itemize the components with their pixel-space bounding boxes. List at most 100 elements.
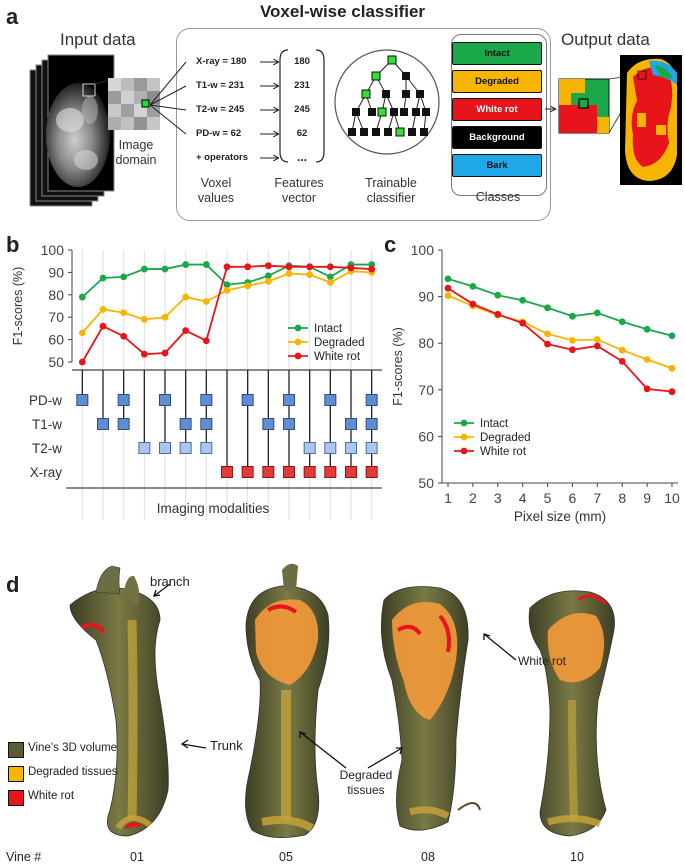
vector-value-t2w: 245 [294,104,310,115]
modality-cell-t1-w-15 [365,418,378,430]
class-degraded: Degraded [452,70,542,93]
chart-c-legend-marker-intact [460,419,468,427]
chart-b-point-white-rot-1 [78,358,86,366]
voxel-arrows [150,61,187,135]
chart-c-point-degraded-6 [569,337,576,344]
chart-b: 50 60 70 80 90 100 F1-scores (%) Intact Degraded… [11,242,382,520]
chart-b-point-degraded-4 [140,316,148,323]
decision-tree-icon [334,49,440,155]
feature-arrows [260,55,286,165]
chart-b-point-intact-13 [326,273,334,281]
chart-c-xtick-label-8: 8 [618,490,626,506]
modality-cell-x-ray-12 [303,466,316,478]
vine-id-10: 10 [570,850,584,864]
chart-b-point-degraded-6 [182,293,190,301]
chart-b-legend-marker-degraded [294,338,302,346]
modality-cell-t1-w-2 [97,418,109,430]
feature-t2w: T2-w = 245 [196,104,245,115]
chart-b-point-white-rot-13 [326,263,334,271]
modality-cell-pd-w-1 [76,394,89,406]
modality-cell-t2-w-14 [345,442,357,454]
chart-b-point-degraded-11 [285,270,293,277]
class-intact: Intact [452,42,542,65]
features-vector-bracket [279,49,325,163]
class-white-rot: White rot [452,98,542,121]
chart-b-point-intact-7 [202,261,210,268]
image-domain-label: Image domain [115,138,157,167]
modality-cell-x-ray-13 [324,466,337,478]
panel-d-letter: d [6,572,20,597]
chart-c-point-white-rot-1 [444,284,452,292]
legend-swatch-volume [8,742,24,758]
annotation-branch: branch [150,574,190,589]
chart-c-ytick-label-80: 80 [418,335,434,351]
output-image [545,55,682,185]
chart-b-legend-label-intact: Intact [314,323,343,335]
modality-cell-t2-w-13 [324,442,337,454]
chart-c-point-intact-10 [668,332,676,340]
modality-cell-t2-w-7 [200,442,213,454]
modality-cell-x-ray-10 [262,466,275,478]
feature-operators: + operators [196,152,249,163]
feature-t1w: T1-w = 231 [196,80,245,91]
chart-c-ytick-label-60: 60 [418,428,434,444]
input-image-stack [29,54,115,207]
chart-c-ylabel: F1-scores (%) [391,327,405,405]
chart-c-xtick-label-7: 7 [593,490,601,506]
chart-c-ytick-label-90: 90 [418,289,434,305]
chart-b-point-white-rot-8 [223,263,231,271]
chart-c-ytick-label-70: 70 [418,382,434,398]
modality-cell-t2-w-6 [179,442,192,454]
annotation-white-rot: White rot [518,654,567,668]
chart-c-point-intact-9 [643,325,651,333]
chart-b-xlabel: Imaging modalities [157,501,270,516]
chart-b-point-white-rot-6 [182,327,190,335]
chart-c-point-degraded-9 [643,356,651,363]
vine-08 [380,586,481,831]
chart-b-point-degraded-5 [161,313,169,321]
modality-label-pd-w: PD-w [29,393,62,408]
chart-b-point-intact-5 [161,265,169,273]
vine-id-05: 05 [279,850,293,864]
chart-b-point-degraded-7 [202,298,210,305]
chart-b-point-white-rot-10 [264,262,272,270]
chart-c-point-intact-8 [618,318,626,326]
chart-b-point-degraded-10 [264,277,272,285]
chart-b-point-intact-2 [99,274,107,282]
chart-c-point-intact-7 [593,309,601,317]
vector-value-t1w: 231 [294,80,310,91]
feature-pdw: PD-w = 62 [196,128,242,139]
chart-b-point-degraded-12 [306,271,314,279]
vines-3d-render [69,563,615,838]
legend-swatch-white-rot [8,790,24,806]
chart-b-point-intact-10 [264,272,272,280]
modality-cell-pd-w-7 [200,394,213,406]
modality-cell-x-ray-8 [221,466,233,478]
modality-cell-t1-w-10 [262,418,275,430]
features-vector-label: Features vector [274,176,324,205]
chart-b-point-degraded-2 [99,305,107,313]
modality-cell-t1-w-6 [179,418,192,430]
chart-c-point-white-rot-8 [618,357,626,365]
classes-label: Classes [475,190,521,204]
chart-c: 50 60 70 80 90 100 1 2 3 4 5 6 7 8 9 10 F1-scores (%) Pix… [391,242,680,524]
chart-c-point-intact-3 [494,291,502,299]
chart-c-point-white-rot-6 [569,346,576,354]
classifier-box [176,28,551,221]
modality-cell-x-ray-14 [345,466,357,478]
class-background: Background [452,126,542,149]
chart-b-point-white-rot-5 [161,349,169,357]
chart-b-point-white-rot-4 [140,350,148,358]
modality-cell-pd-w-9 [241,394,254,406]
chart-b-ytick-label-90: 90 [48,264,64,280]
chart-b-point-degraded-8 [223,286,231,294]
chart-c-line-intact [447,278,673,337]
chart-b-point-intact-1 [78,293,86,301]
modality-label-t2-w: T2-w [32,441,62,456]
chart-c-ytick-label-100: 100 [411,242,435,258]
panel-c-letter: c [384,232,397,257]
chart-c-point-degraded-8 [618,346,626,354]
chart-b-ytick-label-70: 70 [48,309,64,325]
chart-c-legend-label-degraded: Degraded [480,432,531,444]
modality-label-t1-w: T1-w [32,417,62,432]
